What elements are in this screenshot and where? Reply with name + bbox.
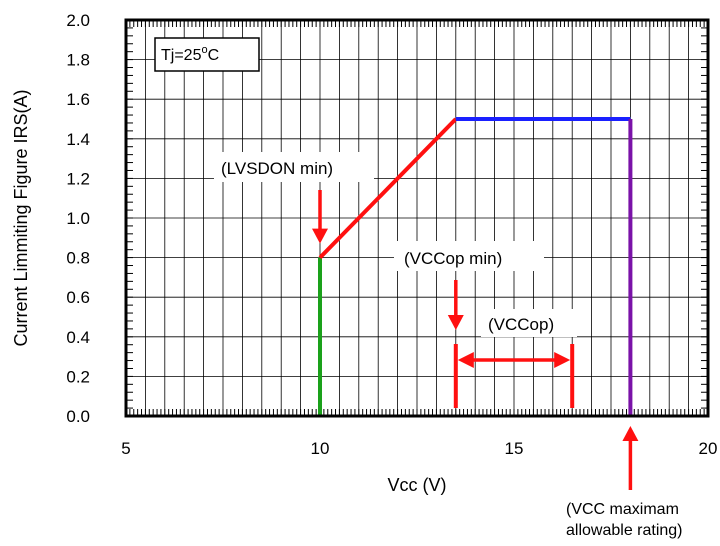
vccop-min-arrow-head [447,315,464,330]
x-tick-label: 20 [699,439,718,458]
annotation-vccop-min: (VCCop min) [394,241,544,271]
y-tick-label: 1.2 [66,169,90,188]
annotation-vcc-max-line2: allowable rating) [566,522,683,539]
annotation-vcc-max-line1: (VCC maximam [566,501,679,518]
series-line [318,117,458,259]
x-tick-label: 10 [311,439,330,458]
vccop-range-head-right [554,352,571,368]
x-tick-label: 15 [505,439,524,458]
y-tick-label: 0.4 [66,328,90,347]
annotation-vccop: (VCCop) [481,309,577,337]
x-axis-label: Vcc (V) [387,475,446,495]
y-axis-label: Current Limmiting Figure IRS(A) [11,89,31,346]
condition-box: Tj=25oC [154,37,260,72]
y-tick-label: 1.6 [66,90,90,109]
plot-frame [124,18,710,418]
y-tick-label: 1.0 [66,209,90,228]
series-group [318,117,633,416]
y-tick-label: 0.0 [66,407,90,426]
y-tick-labels: 0.0 0.2 0.4 0.6 0.8 1.0 1.2 1.4 1.6 1.8 2.0 [66,11,90,426]
y-tick-label: 0.6 [66,288,90,307]
vcc-max-arrow-head [622,426,639,441]
x-tick-labels: 5 10 15 20 [121,439,717,458]
y-tick-label: 1.4 [66,130,90,149]
y-tick-label: 0.2 [66,367,90,386]
condition-unit: C [208,47,220,64]
grid [126,20,708,416]
condition-label: Tj=25oC [161,44,219,64]
annotation-vccop-label: (VCCop) [488,315,554,334]
x-tick-label: 5 [121,439,130,458]
condition-degree: o [201,44,207,56]
annotation-vccop-min-label: (VCCop min) [404,249,502,268]
annotation-vcc-max: (VCC maximam allowable rating) [566,501,683,539]
annotation-arrows [312,190,639,490]
condition-prefix: Tj=25 [161,47,202,64]
annotation-lvsdon: (LVSDON min) [214,152,374,182]
y-tick-label: 0.8 [66,249,90,268]
lvsdon-arrow-head [312,228,328,244]
y-tick-label: 1.8 [66,51,90,70]
annotation-lvsdon-label: (LVSDON min) [221,159,333,178]
y-tick-label: 2.0 [66,11,90,30]
vccop-range-head-left [457,352,474,368]
